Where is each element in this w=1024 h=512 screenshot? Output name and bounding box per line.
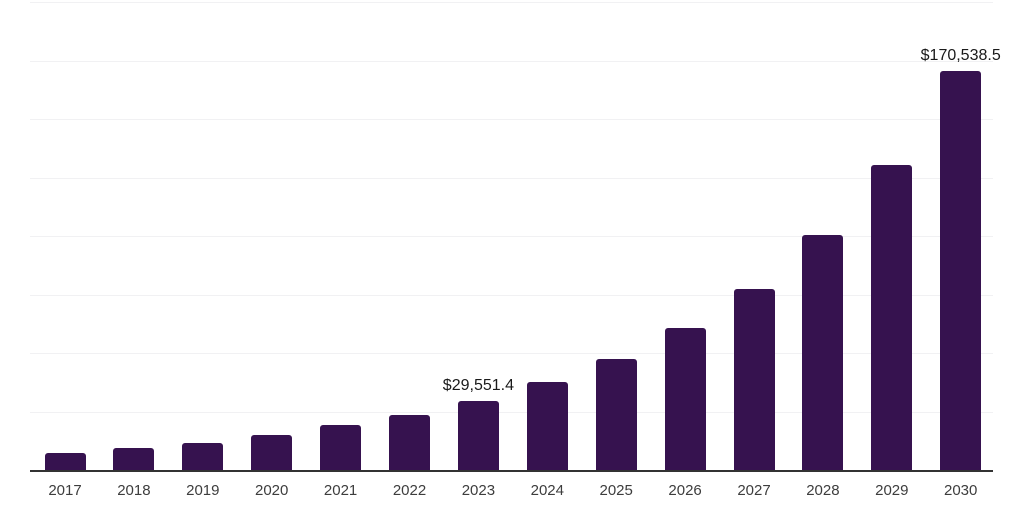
x-tick-2019: 2019	[186, 482, 220, 499]
x-tick-2020: 2020	[255, 482, 289, 499]
x-tick-2027: 2027	[737, 482, 771, 499]
gridline	[30, 236, 993, 237]
gridline	[30, 353, 993, 354]
x-tick-2024: 2024	[530, 482, 564, 499]
bar-2025	[595, 359, 637, 470]
bar-2026	[664, 328, 706, 470]
data-label-2030: $170,538.5	[920, 46, 1001, 64]
gridline	[30, 294, 993, 296]
x-tick-2023: 2023	[461, 482, 496, 499]
bar-2017	[44, 452, 86, 470]
x-tick-2018: 2018	[117, 482, 151, 499]
bar-2023	[457, 400, 499, 470]
gridline	[30, 2, 993, 3]
bar-2024	[526, 382, 568, 470]
bar-2029	[871, 164, 913, 470]
x-tick-2025: 2025	[599, 482, 633, 499]
bar-2028	[802, 235, 844, 470]
gridline	[30, 411, 993, 413]
x-tick-2022: 2022	[392, 482, 427, 499]
gridline	[30, 60, 993, 62]
plot-area: $29,551.4 $170,538.5	[30, 2, 1001, 472]
x-axis-labels: 2017 2018 2019 2020 2021 2022 2023 2024 2025 2026…	[0, 481, 1024, 501]
gridline	[30, 119, 993, 120]
bar-2021	[320, 425, 362, 470]
bar-2020	[251, 434, 293, 470]
x-tick-2030: 2030	[944, 482, 978, 499]
bar-2027	[733, 288, 775, 470]
x-tick-2026: 2026	[668, 482, 702, 499]
bar-2022	[389, 414, 430, 470]
x-tick-2029: 2029	[875, 482, 909, 499]
x-tick-2017: 2017	[48, 482, 82, 499]
bar-2018	[113, 448, 155, 470]
gridline	[30, 177, 993, 179]
data-label-2023: $29,551.4	[442, 376, 514, 394]
bar-2019	[182, 442, 224, 470]
bar-2030	[940, 70, 982, 470]
x-tick-2028: 2028	[806, 482, 840, 499]
x-tick-2021: 2021	[323, 482, 358, 499]
